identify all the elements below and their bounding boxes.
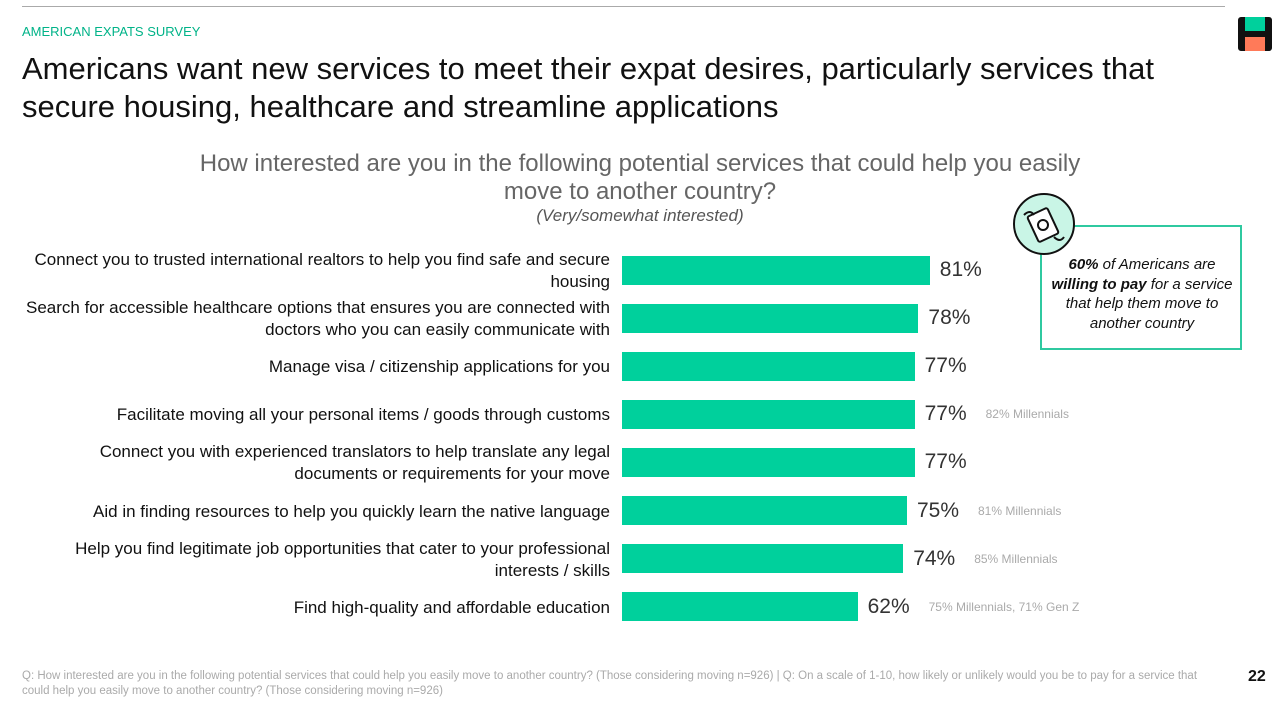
category-label: Search for accessible healthcare options… <box>25 298 610 340</box>
callout-text: for a service that help them move to ano… <box>1065 275 1233 332</box>
category-label: Connect you to trusted international rea… <box>34 250 610 291</box>
bar <box>622 447 915 477</box>
value-label: 62% <box>867 594 910 618</box>
callout-box <box>1040 225 1242 350</box>
bar <box>622 544 904 574</box>
page-number: 22 <box>1248 668 1266 685</box>
bar <box>622 592 858 622</box>
value-label: 81% <box>939 258 982 281</box>
chart-title: How interested are you in the following … <box>199 150 1081 205</box>
value-label: 77% <box>924 450 967 474</box>
money-icon <box>1013 193 1075 255</box>
annotation: 81% Millennials <box>978 503 1062 518</box>
annotation: 85% Millennials <box>974 551 1058 566</box>
category-label: Aid in finding resources to help you qui… <box>93 501 610 521</box>
kicker: AMERICAN EXPATS SURVEY <box>22 24 201 39</box>
value-label: 77% <box>924 402 967 426</box>
category-label: Facilitate moving all your personal item… <box>116 405 610 425</box>
bar <box>622 255 930 285</box>
annotation: 75% Millennials, 71% Gen Z <box>928 599 1080 614</box>
top-rule <box>22 6 1225 7</box>
value-label: 75% <box>917 498 960 522</box>
footnote: Q: How interested are you in the followi… <box>22 670 1198 697</box>
logo <box>1238 17 1272 51</box>
callout-text: 60% of Americans are willing to pay for … <box>1046 255 1238 333</box>
bar <box>622 399 915 429</box>
value-label: 77% <box>924 354 967 378</box>
slide-title: Americans want new services to meet thei… <box>22 51 1154 124</box>
bar <box>622 303 919 333</box>
bar <box>622 496 907 525</box>
category-label: Help you find legitimate job opportuniti… <box>75 538 610 580</box>
category-label: Connect you with experienced translators… <box>99 442 610 484</box>
callout-text: of Americans are <box>1098 256 1216 273</box>
value-label: 78% <box>928 306 971 330</box>
annotation: 82% Millennials <box>985 407 1069 422</box>
callout-stat: 60% <box>1068 256 1099 273</box>
category-label: Find high-quality and affordable educati… <box>293 597 610 617</box>
value-label: 74% <box>913 546 956 570</box>
bar <box>622 351 915 381</box>
chart-subtitle: (Very/somewhat interested) <box>536 206 744 225</box>
category-label: Manage visa / citizenship applications f… <box>268 357 610 377</box>
callout-emphasis: willing to pay <box>1051 275 1147 293</box>
